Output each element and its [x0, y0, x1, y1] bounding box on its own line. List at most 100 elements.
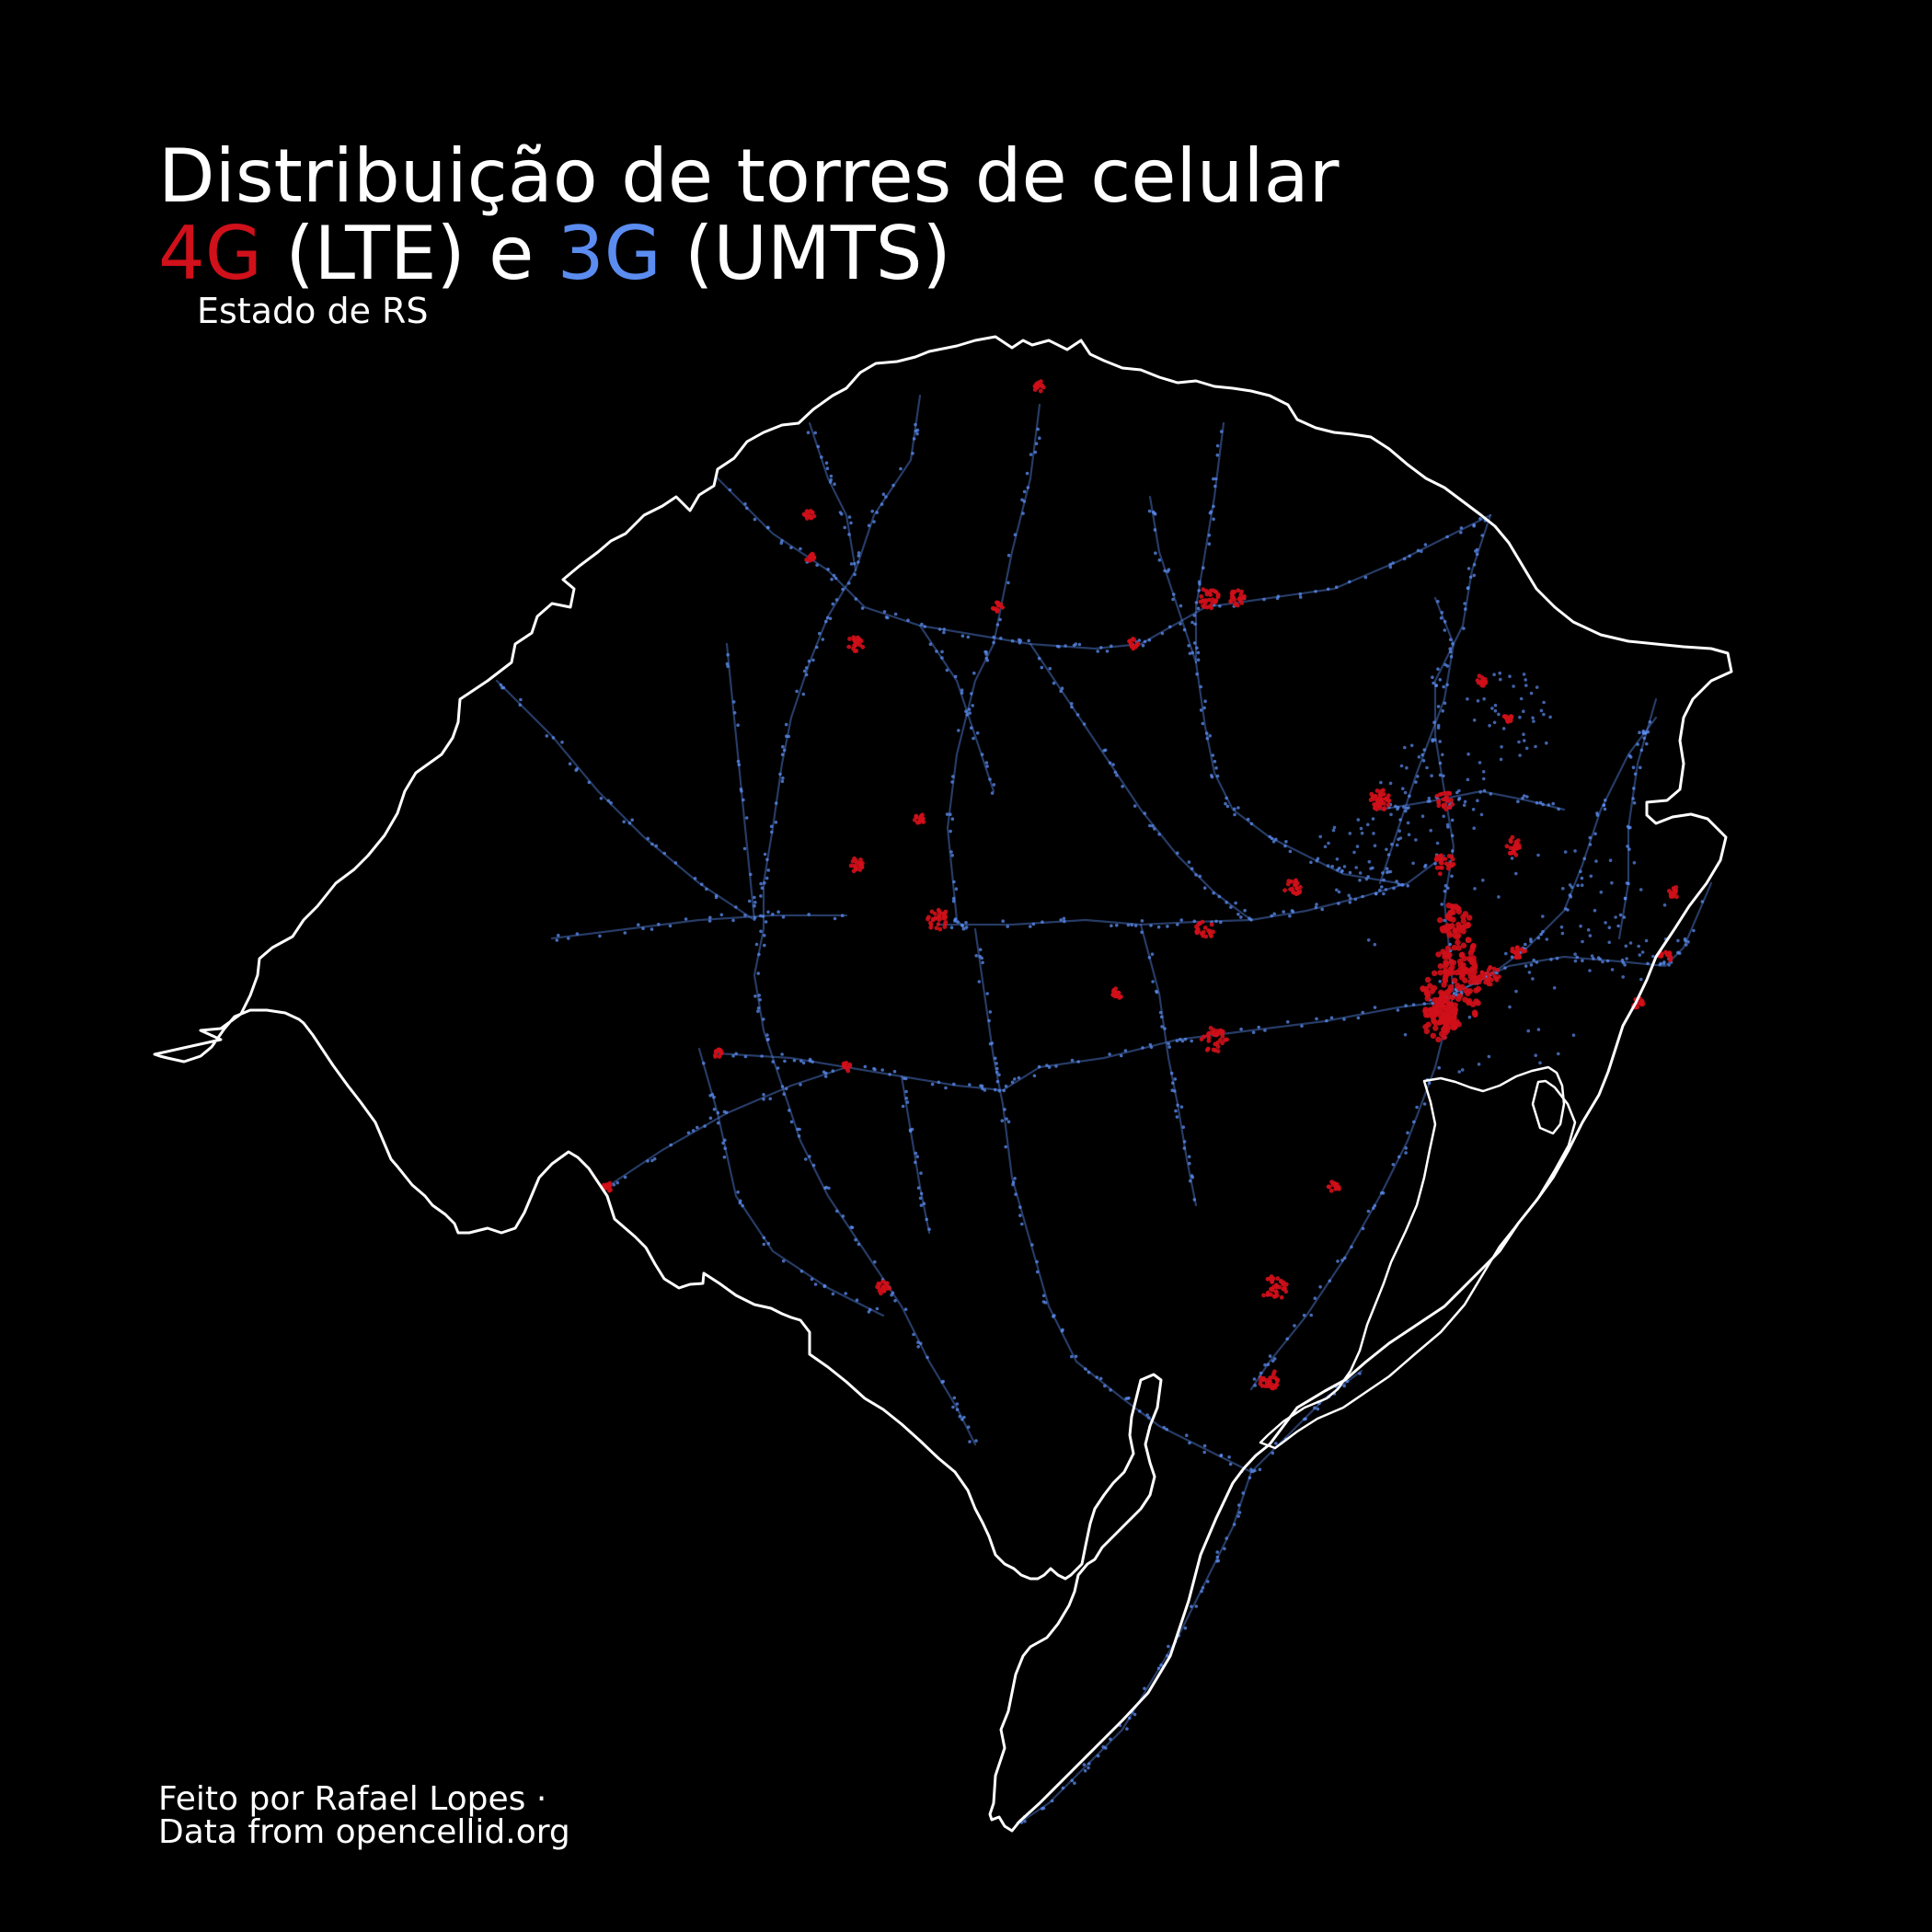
umts-tower	[922, 1202, 926, 1206]
umts-tower	[743, 1054, 748, 1059]
umts-tower	[1249, 1467, 1253, 1471]
umts-tower	[1163, 1027, 1167, 1030]
umts-tower	[1147, 509, 1152, 513]
lte-tower	[1215, 1049, 1221, 1053]
umts-tower	[1531, 716, 1535, 720]
lte-tower	[1223, 1038, 1227, 1042]
umts-tower	[1372, 832, 1375, 835]
umts-tower	[1172, 592, 1176, 596]
umts-tower	[1443, 918, 1446, 923]
umts-tower	[949, 850, 953, 854]
umts-tower	[1385, 867, 1389, 870]
umts-tower	[995, 1079, 1000, 1084]
umts-tower	[1581, 939, 1584, 944]
umts-tower	[737, 763, 742, 766]
umts-tower	[863, 1064, 868, 1069]
umts-tower	[1025, 471, 1029, 476]
umts-tower	[915, 428, 920, 432]
umts-tower	[1639, 748, 1644, 753]
umts-tower	[893, 612, 898, 616]
umts-tower	[1381, 1191, 1386, 1195]
umts-tower	[1431, 739, 1434, 743]
umts-tower	[1323, 845, 1328, 849]
umts-tower	[1283, 844, 1287, 848]
lte-tower	[1437, 970, 1443, 976]
umts-tower	[1642, 736, 1646, 741]
umts-tower	[766, 868, 770, 872]
umts-tower	[1156, 1666, 1161, 1671]
umts-tower	[1124, 1397, 1128, 1400]
lte-tower	[1486, 982, 1491, 987]
lte-tower	[1449, 798, 1454, 802]
umts-tower	[1327, 841, 1330, 845]
lte-tower	[1207, 597, 1212, 603]
umts-tower	[962, 1415, 966, 1420]
lte-tower	[1639, 1002, 1644, 1006]
umts-tower	[1002, 1088, 1006, 1093]
lte-tower	[1133, 644, 1138, 650]
credit-source: Data from opencellid.org	[158, 1813, 570, 1851]
umts-tower	[1361, 1010, 1364, 1015]
lte-tower	[848, 863, 854, 868]
umts-tower	[1381, 871, 1385, 875]
lte-tower	[1439, 791, 1444, 797]
lte-tower	[1508, 839, 1513, 845]
tower-corridor	[1194, 421, 1225, 664]
umts-tower	[1395, 880, 1398, 883]
umts-tower	[1095, 1375, 1099, 1379]
umts-tower	[1196, 658, 1201, 662]
umts-tower	[1492, 720, 1497, 725]
umts-tower	[1096, 1754, 1100, 1758]
umts-tower	[1192, 641, 1197, 645]
lte-tower	[1449, 964, 1455, 971]
umts-tower	[1348, 832, 1352, 835]
lte-tower	[1270, 1382, 1274, 1387]
umts-tower	[518, 703, 523, 707]
umts-tower	[747, 899, 752, 903]
umts-tower	[1466, 586, 1470, 591]
umts-tower	[757, 952, 761, 957]
umts-tower	[1405, 806, 1409, 811]
umts-tower	[1627, 847, 1631, 851]
lte-tower	[1453, 927, 1459, 934]
umts-tower	[1438, 740, 1442, 743]
umts-tower	[905, 1100, 910, 1104]
umts-tower	[768, 1097, 772, 1101]
umts-tower	[841, 587, 845, 592]
umts-tower	[1466, 777, 1470, 782]
umts-tower	[1443, 662, 1447, 667]
lte-tower	[1236, 596, 1242, 602]
lte-tower	[1215, 1044, 1221, 1050]
umts-tower	[972, 736, 975, 741]
umts-tower	[829, 474, 834, 478]
umts-tower	[756, 1006, 761, 1010]
umts-tower	[1644, 938, 1649, 943]
umts-tower	[1109, 1737, 1112, 1742]
umts-tower	[741, 1203, 744, 1208]
umts-tower	[1438, 980, 1442, 983]
umts-tower	[1359, 826, 1363, 831]
lte-tower	[1479, 970, 1485, 975]
umts-tower	[1034, 442, 1039, 446]
umts-tower	[1450, 834, 1455, 838]
lte-tower	[1199, 594, 1204, 599]
umts-tower	[977, 980, 982, 983]
umts-tower	[980, 956, 983, 960]
umts-tower	[1571, 1033, 1576, 1037]
umts-tower	[1212, 504, 1215, 509]
umts-tower	[1392, 886, 1396, 891]
umts-tower	[1262, 597, 1266, 602]
umts-tower	[609, 800, 613, 805]
umts-tower	[1188, 1161, 1191, 1166]
umts-tower	[1212, 891, 1215, 895]
umts-tower	[984, 761, 989, 765]
umts-tower	[1013, 1177, 1017, 1180]
umts-tower	[1420, 549, 1423, 553]
umts-tower	[960, 634, 965, 638]
umts-tower	[734, 905, 738, 909]
umts-tower	[942, 630, 946, 635]
umts-tower	[780, 779, 785, 784]
umts-tower	[915, 1155, 919, 1158]
umts-tower	[1352, 850, 1356, 855]
umts-tower	[499, 683, 503, 687]
